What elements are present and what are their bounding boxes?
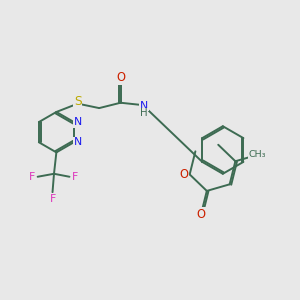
Text: F: F — [29, 172, 35, 182]
Text: N: N — [140, 101, 148, 111]
Text: CH₃: CH₃ — [249, 150, 266, 159]
Text: S: S — [74, 95, 82, 108]
Text: O: O — [180, 168, 189, 181]
Text: F: F — [50, 194, 56, 204]
Text: H: H — [140, 108, 148, 118]
Text: N: N — [74, 137, 82, 147]
Text: N: N — [74, 117, 82, 127]
Text: O: O — [116, 71, 125, 84]
Text: F: F — [72, 172, 78, 182]
Text: O: O — [196, 208, 206, 221]
